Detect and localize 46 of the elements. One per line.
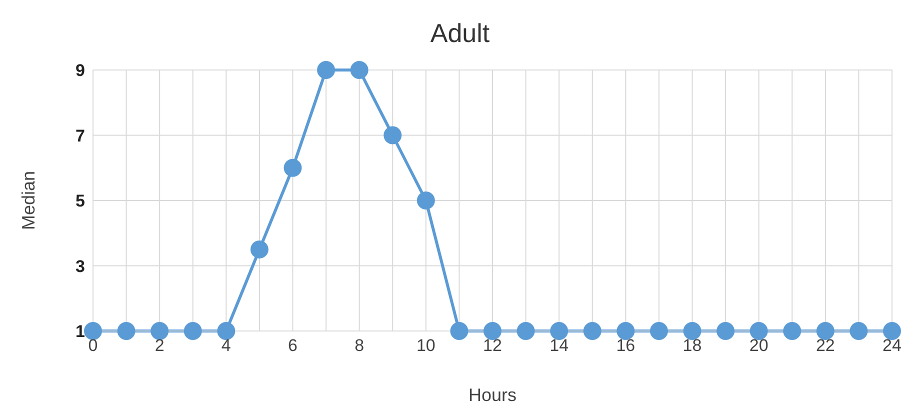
point [84, 322, 102, 340]
point [616, 322, 635, 340]
point [583, 322, 602, 340]
x-tick-label: 22 [816, 336, 835, 356]
point [650, 322, 668, 340]
x-tick-label: 16 [616, 336, 636, 356]
point [350, 61, 368, 79]
point [750, 322, 768, 340]
x-tick-label: 10 [416, 336, 436, 356]
x-tick-label: 18 [682, 336, 702, 356]
x-tick-label: 14 [550, 336, 569, 356]
point [783, 322, 802, 340]
point [883, 322, 901, 340]
x-tick-label: 12 [483, 336, 502, 356]
x-tick-label: 2 [154, 336, 164, 356]
point [516, 322, 535, 340]
point [150, 322, 169, 340]
point [484, 322, 502, 340]
chart-title: Adult [429, 17, 491, 50]
point [250, 240, 268, 258]
y-tick-label: 1 [76, 322, 85, 342]
point [550, 322, 568, 340]
point [450, 322, 468, 340]
x-tick-label: 8 [354, 336, 364, 356]
y-tick-label: 3 [76, 256, 85, 276]
point [384, 126, 402, 144]
x-axis-title: Hours [468, 385, 517, 405]
point [416, 192, 435, 210]
point [184, 322, 202, 340]
y-tick-label: 9 [76, 61, 85, 80]
x-tick-label: 24 [882, 336, 902, 356]
point [850, 322, 868, 340]
point [117, 322, 136, 340]
x-tick-label: 6 [288, 336, 298, 356]
x-tick-label: 4 [221, 336, 231, 356]
y-tick-label: 5 [76, 192, 85, 211]
y-tick-label: 7 [76, 126, 85, 146]
point [816, 322, 834, 340]
x-tick-label: 20 [749, 336, 768, 356]
point [683, 322, 702, 340]
point [284, 158, 302, 177]
x-tick-label: 0 [88, 336, 98, 356]
point [317, 61, 336, 79]
y-axis-title: Median [18, 170, 38, 230]
point [716, 322, 735, 340]
point [217, 322, 236, 340]
